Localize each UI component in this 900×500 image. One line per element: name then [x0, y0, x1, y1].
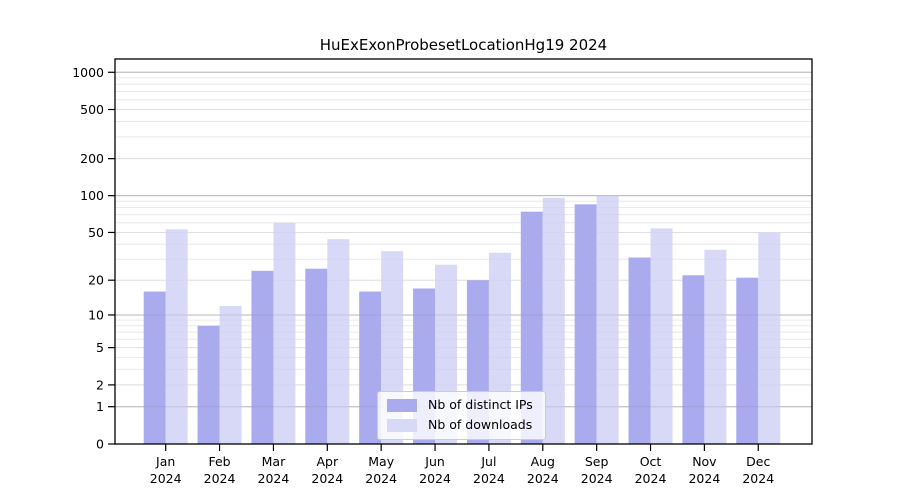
x-tick-label-year: 2024 [527, 471, 559, 486]
x-tick-label-month: Jan [155, 454, 175, 469]
x-tick-label-year: 2024 [419, 471, 451, 486]
legend-label-distinct-ips: Nb of distinct IPs [428, 397, 533, 413]
x-tick-label-year: 2024 [311, 471, 343, 486]
bar-downloads-Aug [542, 197, 565, 444]
legend-label-downloads: Nb of downloads [428, 417, 533, 433]
y-tick-label: 500 [80, 102, 104, 117]
x-tick-label-month: Oct [640, 454, 662, 469]
legend-swatch-downloads [387, 419, 417, 432]
x-tick-label-month: Nov [692, 454, 717, 469]
x-tick-label-month: Mar [262, 454, 286, 469]
y-tick-label: 1 [96, 399, 104, 414]
x-tick-label-year: 2024 [258, 471, 290, 486]
x-tick-label-month: Feb [208, 454, 230, 469]
legend: Nb of distinct IPs Nb of downloads [377, 391, 546, 440]
bar-downloads-Apr [327, 239, 350, 444]
y-tick-label: 200 [80, 151, 104, 166]
x-tick-label-month: Jun [424, 454, 445, 469]
bar-distinct-ips-Oct [628, 257, 651, 444]
x-tick-label-year: 2024 [635, 471, 667, 486]
x-tick-label-year: 2024 [365, 471, 397, 486]
bar-distinct-ips-Aug [520, 211, 543, 444]
y-tick-label: 20 [88, 273, 104, 288]
y-tick-label: 50 [88, 225, 104, 240]
x-tick-label-month: Jul [480, 454, 496, 469]
bar-downloads-Sep [596, 195, 619, 444]
bar-downloads-Dec [758, 232, 781, 444]
y-tick-label: 0 [96, 437, 104, 452]
plot-border [114, 58, 813, 445]
x-tick-label-year: 2024 [581, 471, 613, 486]
bar-downloads-Jan [165, 229, 188, 444]
y-tick-label: 100 [80, 188, 104, 203]
x-tick-label-year: 2024 [204, 471, 236, 486]
y-tick-label: 5 [96, 340, 104, 355]
x-tick-label-year: 2024 [742, 471, 774, 486]
x-tick-label-month: Sep [585, 454, 609, 469]
bar-distinct-ips-Feb [197, 325, 220, 444]
x-tick-label-year: 2024 [688, 471, 720, 486]
y-tick-label: 10 [88, 307, 104, 322]
bar-downloads-Nov [704, 249, 727, 444]
chart-title: HuExExonProbesetLocationHg19 2024 [319, 36, 608, 54]
x-tick-label-month: May [368, 454, 394, 469]
bar-downloads-Feb [219, 305, 242, 444]
bar-distinct-ips-Sep [574, 204, 597, 444]
legend-item-distinct-ips: Nb of distinct IPs [387, 399, 533, 412]
bar-downloads-Oct [650, 228, 673, 444]
x-tick-label-year: 2024 [473, 471, 505, 486]
y-tick-label: 1000 [72, 65, 104, 80]
bar-distinct-ips-Apr [305, 268, 328, 444]
y-tick-label: 2 [96, 377, 104, 392]
x-tick-label-month: Dec [746, 454, 770, 469]
x-tick-label-month: Apr [316, 454, 338, 469]
bar-distinct-ips-Nov [682, 275, 705, 444]
legend-swatch-distinct-ips [387, 399, 417, 412]
legend-item-downloads: Nb of downloads [387, 419, 533, 432]
bar-distinct-ips-May [359, 291, 382, 444]
x-tick-label-year: 2024 [150, 471, 182, 486]
bar-distinct-ips-Jan [143, 291, 166, 444]
bar-distinct-ips-Mar [251, 270, 274, 444]
bar-distinct-ips-Dec [736, 277, 759, 444]
bar-downloads-Mar [273, 222, 296, 444]
x-tick-label-month: Aug [531, 454, 555, 469]
